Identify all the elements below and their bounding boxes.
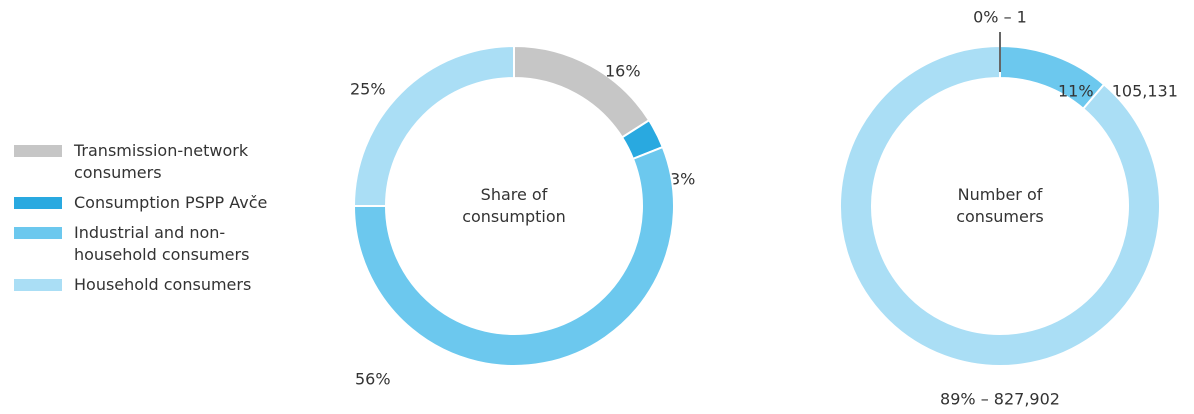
legend-item: Consumption PSPP Avče <box>14 192 314 214</box>
legend-item: Household consumers <box>14 274 314 296</box>
legend: Transmission-network consumers Consumptio… <box>14 140 314 304</box>
center-label: Share of consumption <box>462 185 566 226</box>
center-label-line: consumers <box>956 207 1044 226</box>
center-label-line: Number of <box>958 185 1043 204</box>
legend-label: Household consumers <box>74 275 252 294</box>
slice-label: 11% – 105,131 <box>1058 82 1178 101</box>
donut-slice <box>352 44 515 207</box>
legend-label: Industrial and non-household consumers <box>74 223 250 264</box>
slice-label: 25% <box>350 80 386 99</box>
legend-item: Transmission-network consumers <box>14 140 314 184</box>
center-label: Number of consumers <box>956 185 1044 226</box>
donut-slice <box>352 145 675 367</box>
donut-slice <box>839 44 1161 367</box>
legend-label: Consumption PSPP Avče <box>74 193 268 212</box>
center-label-line: consumption <box>462 207 566 226</box>
legend-item: Industrial and non-household consumers <box>14 222 314 266</box>
slice-label: 89% – 827,902 <box>940 390 1060 409</box>
donut-slice <box>513 44 651 139</box>
slice-label: 16% <box>605 62 641 81</box>
legend-swatch <box>14 279 62 291</box>
legend-label: Transmission-network consumers <box>74 141 249 182</box>
center-label-line: Share of <box>481 185 548 204</box>
legend-swatch <box>14 227 62 239</box>
legend-swatch <box>14 197 62 209</box>
slice-label: 56% <box>355 370 391 389</box>
legend-swatch <box>14 145 62 157</box>
slice-label: 3% <box>670 170 695 189</box>
slice-label: 0% – 1 <box>973 8 1027 27</box>
